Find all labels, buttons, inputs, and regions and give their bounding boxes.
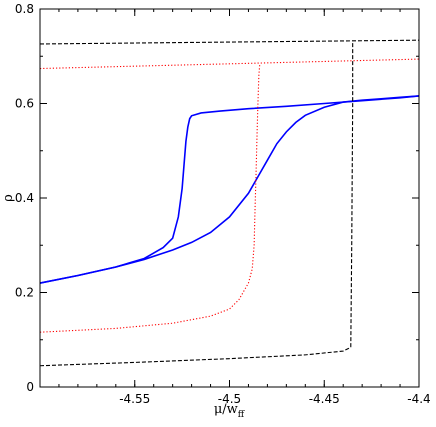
- series-line-5: [40, 42, 354, 367]
- series-line-2: [40, 95, 419, 284]
- ticks-layer: -4.55 -4.5 -4.45 -4.4 0 0.2 0.4 0.6 0.8: [15, 2, 431, 406]
- plot-frame: [39, 8, 420, 388]
- x-tick-label: -4.5: [218, 392, 241, 406]
- series-line-3: [40, 63, 261, 333]
- x-axis-label: μ/wff: [214, 402, 245, 420]
- series-layer: [40, 39, 419, 367]
- y-tick-label: 0.8: [15, 2, 34, 16]
- series-line-6: [40, 39, 419, 45]
- x-axis-label-main: μ/w: [214, 402, 238, 417]
- x-tick-label: -4.45: [309, 392, 340, 406]
- x-tick-label: -4.55: [119, 392, 150, 406]
- series-line-1: [40, 95, 419, 284]
- x-tick-label: -4.4: [407, 392, 430, 406]
- y-axis-label: ρ: [1, 194, 16, 202]
- y-tick-label: 0.2: [15, 286, 34, 300]
- y-tick-label: 0: [26, 380, 34, 394]
- y-tick-label: 0.6: [15, 97, 34, 111]
- y-tick-label: 0.4: [15, 191, 34, 205]
- x-axis-label-subscript: ff: [238, 410, 245, 420]
- series-line-4: [40, 58, 419, 70]
